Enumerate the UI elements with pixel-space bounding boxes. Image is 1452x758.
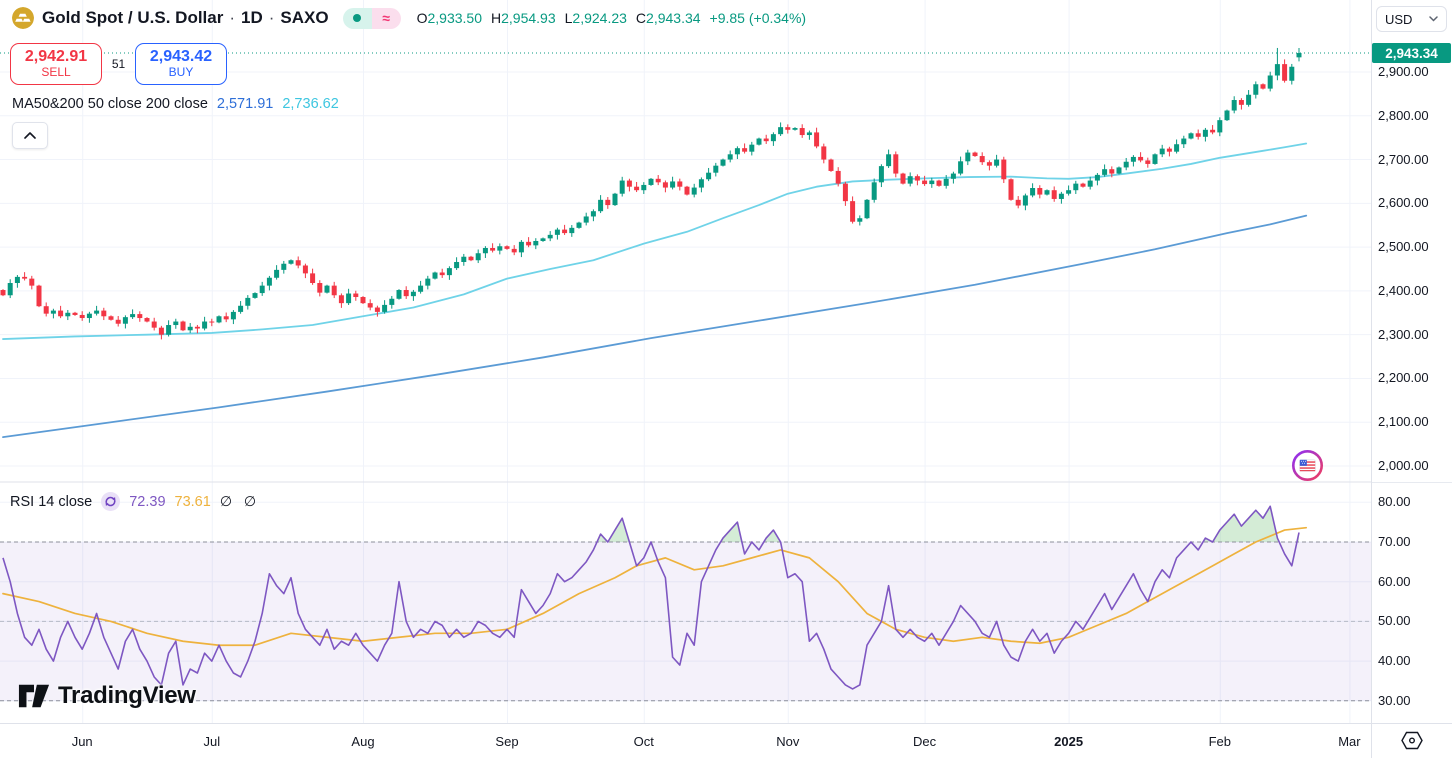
- time-axis-label: Aug: [351, 734, 375, 749]
- time-axis-label: Sep: [495, 734, 519, 749]
- price-axis-label: 2,100.00: [1378, 414, 1429, 430]
- time-axis-label: Nov: [776, 734, 800, 749]
- ohlc-item: C2,943.34: [636, 10, 701, 26]
- ohlc-value: 2,933.50: [427, 10, 483, 26]
- rsi-axis-label: 80.00: [1378, 494, 1411, 510]
- trade-panel: 2,942.91 SELL 51 2,943.42 BUY: [10, 43, 227, 85]
- last-price-badge: 2,943.34: [1372, 43, 1451, 64]
- collapse-panel-button[interactable]: [12, 122, 48, 149]
- title-separator: ·: [229, 8, 236, 27]
- tradingview-wordmark: TradingView: [58, 682, 196, 709]
- time-axis-label: Mar: [1338, 734, 1361, 749]
- interval-button[interactable]: 1D: [241, 8, 263, 27]
- ohlc-item: H2,954.93: [491, 10, 556, 26]
- price-axis-label: 2,400.00: [1378, 282, 1429, 298]
- ohlc-item: L2,924.23: [565, 10, 627, 26]
- sell-button[interactable]: 2,942.91 SELL: [10, 43, 102, 85]
- symbol-button[interactable]: Gold Spot / U.S. Dollar: [42, 8, 224, 27]
- exchange-button[interactable]: SAXO: [280, 8, 329, 27]
- ohlc-item: O2,933.50: [417, 10, 482, 26]
- ohlc-label: H: [491, 10, 502, 26]
- rsi-axis-label: 60.00: [1378, 573, 1411, 589]
- ohlc-label: C: [635, 10, 647, 26]
- price-axis-label: 2,600.00: [1378, 195, 1429, 211]
- ma-indicator-legend[interactable]: MA50&200 50 close 200 close 2,571.91 2,7…: [12, 96, 339, 112]
- chevron-down-icon: [1429, 16, 1438, 22]
- price-axis-label: 2,900.00: [1378, 64, 1429, 79]
- chart-header: Gold Spot / U.S. Dollar · 1D · SAXO ≈ O2…: [12, 7, 806, 29]
- rsi-axis-label: 70.00: [1378, 534, 1411, 549]
- time-axis-label: Feb: [1208, 734, 1231, 749]
- chevron-up-icon: [24, 132, 36, 139]
- axis-bottom-divider: [1372, 723, 1452, 724]
- axis-pane-divider: [1372, 482, 1452, 483]
- rsi-value: 72.39: [129, 493, 166, 510]
- sell-label: SELL: [41, 65, 71, 80]
- tradingview-glyph-icon: [18, 684, 50, 708]
- buy-price: 2,943.42: [149, 47, 213, 65]
- time-axis-label: 2025: [1054, 734, 1084, 749]
- rsi-refresh-icon[interactable]: [101, 492, 121, 511]
- price-axis-label: 2,200.00: [1378, 370, 1429, 386]
- rsi-axis-label: 40.00: [1378, 653, 1411, 669]
- ohlc-value: 2,924.23: [572, 10, 627, 26]
- time-axis[interactable]: Jun Jul Aug Sep Oct Nov Dec 2025 Feb Mar: [0, 723, 1371, 758]
- time-axis-label: Dec: [913, 734, 937, 749]
- ohlc-label: O: [416, 10, 428, 26]
- ohlc-label: L: [564, 10, 573, 26]
- rsi-axis-label: 30.00: [1378, 692, 1411, 708]
- market-status-badge[interactable]: ≈: [342, 7, 401, 29]
- tradingview-logo[interactable]: TradingView: [18, 682, 196, 710]
- currency-label: USD: [1385, 11, 1413, 27]
- price-axis-label: 2,700.00: [1378, 151, 1429, 167]
- time-axis-label: Jul: [203, 734, 221, 749]
- market-open-dot-icon: [353, 14, 362, 22]
- price-axis-label: 2,000.00: [1378, 458, 1429, 473]
- rsi-legend-title: RSI 14 close: [10, 493, 93, 510]
- spread-value: 51: [111, 57, 126, 71]
- time-axis-label: Jun: [71, 734, 93, 749]
- ma50-value: 2,736.62: [282, 96, 339, 112]
- rsi-ma-value: 73.61: [174, 493, 211, 510]
- ma200-value: 2,571.91: [216, 96, 274, 112]
- title-separator: ·: [268, 8, 275, 27]
- ma-legend-title: MA50&200 50 close 200 close: [12, 96, 208, 112]
- delayed-data-icon: ≈: [371, 7, 401, 29]
- price-axis-label: 2,800.00: [1378, 107, 1429, 123]
- chart-canvas[interactable]: [0, 0, 1371, 723]
- symbol-title: Gold Spot / U.S. Dollar · 1D · SAXO: [42, 8, 329, 28]
- rsi-indicator-legend[interactable]: RSI 14 close 72.39 73.61 ∅ ∅: [10, 492, 260, 511]
- price-axis[interactable]: USD 2,900.00 2,800.00 2,700.00 2,600.00 2,50…: [1371, 0, 1452, 758]
- scale-settings-icon[interactable]: [1401, 731, 1423, 755]
- ohlc-value: 2,954.93: [501, 10, 556, 26]
- buy-button[interactable]: 2,943.42 BUY: [135, 43, 227, 85]
- ohlc-values: O2,933.50 H2,954.93 L2,924.23 C2,943.34 +9.8…: [417, 10, 806, 26]
- price-change: +9.85 (+0.34%): [709, 10, 807, 26]
- price-axis-label: 2,300.00: [1378, 326, 1429, 342]
- sell-price: 2,942.91: [24, 47, 88, 65]
- rsi-hidden-values: ∅ ∅: [219, 493, 261, 509]
- market-open-indicator: [342, 7, 372, 29]
- ohlc-value: 2,943.34: [646, 10, 701, 26]
- currency-selector[interactable]: USD: [1376, 6, 1447, 32]
- time-axis-label: Oct: [633, 734, 654, 749]
- gold-instrument-icon: [12, 7, 34, 29]
- price-axis-label: 2,500.00: [1378, 239, 1429, 255]
- buy-label: BUY: [168, 65, 194, 80]
- rsi-axis-label: 50.00: [1378, 613, 1411, 629]
- us-economic-event-icon[interactable]: [1291, 449, 1324, 487]
